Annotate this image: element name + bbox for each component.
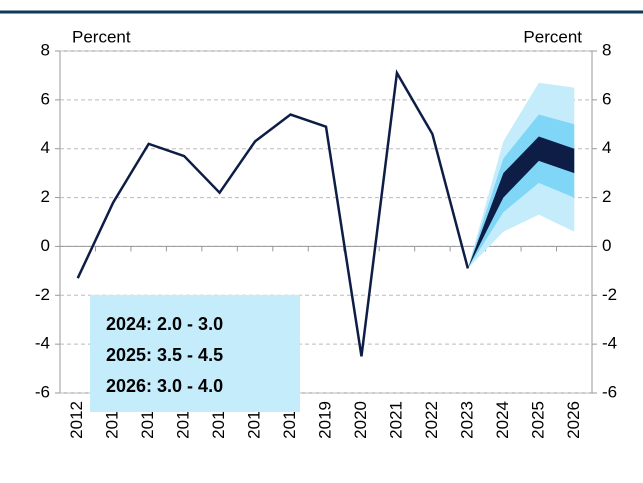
annotation: 2025: 3.5 - 4.5 <box>106 345 223 365</box>
x-tick-label: 2021 <box>386 401 405 439</box>
x-tick-label: 2012 <box>67 401 86 439</box>
y-tick-label: -2 <box>35 285 50 304</box>
x-tick-label: 2023 <box>457 401 476 439</box>
x-tick-label: 2025 <box>528 401 547 439</box>
y-tick-label: -6 <box>35 382 50 401</box>
y2-tick-label: 4 <box>602 138 611 157</box>
y2-tick-label: 6 <box>602 89 611 108</box>
y-tick-label: 0 <box>41 236 50 255</box>
x-tick-label: 2019 <box>315 401 334 439</box>
x-tick-label: 2026 <box>564 401 583 439</box>
fan-band <box>467 136 575 269</box>
x-tick-label: 2024 <box>493 401 512 439</box>
y2-tick-label: 0 <box>602 236 611 255</box>
y2-tick-label: -2 <box>602 285 617 304</box>
y-axis-label-left: Percent <box>72 27 131 46</box>
data-line <box>76 69 470 357</box>
y-tick-label: 6 <box>41 89 50 108</box>
x-tick-label: 2022 <box>422 401 441 439</box>
y2-tick-label: -4 <box>602 334 617 353</box>
x-tick-label: 2020 <box>351 401 370 439</box>
annotation: 2024: 2.0 - 3.0 <box>106 314 223 334</box>
annotation-box <box>90 295 300 412</box>
y2-tick-label: 8 <box>602 40 611 59</box>
y-tick-label: -4 <box>35 334 50 353</box>
y2-tick-label: -6 <box>602 382 617 401</box>
y-tick-label: 4 <box>41 138 50 157</box>
y-tick-label: 2 <box>41 187 50 206</box>
annotation: 2026: 3.0 - 4.0 <box>106 376 223 396</box>
y2-tick-label: 2 <box>602 187 611 206</box>
y-tick-label: 8 <box>41 40 50 59</box>
y-axis-label-right: Percent <box>523 27 582 46</box>
